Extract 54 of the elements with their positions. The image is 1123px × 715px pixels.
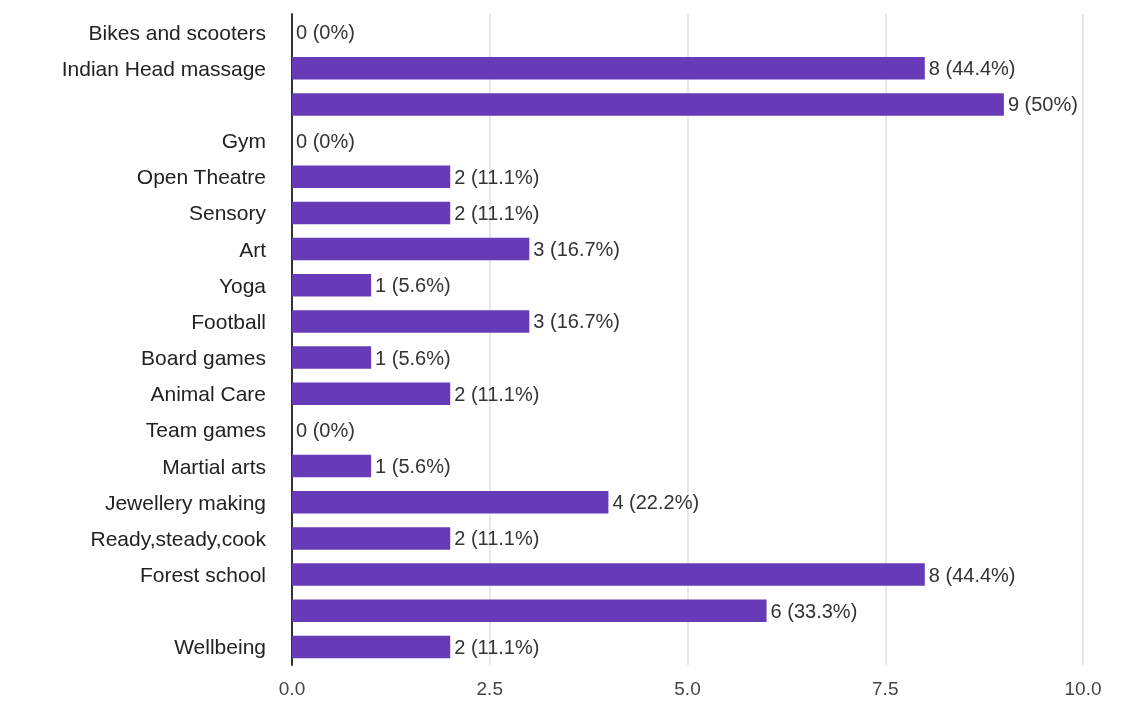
bar [292, 527, 451, 550]
x-tick-label: 7.5 [872, 678, 899, 699]
data-label: 2 (11.1%) [454, 635, 540, 658]
data-label: 2 (11.1%) [454, 201, 540, 224]
data-label: 9 (50%) [1007, 93, 1078, 116]
bar [292, 635, 451, 659]
y-tick-label: Martial arts [162, 454, 266, 478]
x-tick-label: 2.5 [476, 678, 503, 699]
bar [292, 599, 767, 622]
bar [292, 274, 372, 297]
data-label: 2 (11.1%) [454, 527, 540, 550]
y-tick-label: Art [239, 237, 267, 261]
data-label: 8 (44.4%) [928, 57, 1016, 80]
data-label: 3 (16.7%) [533, 310, 621, 333]
y-tick-label: Bikes and scooters [88, 20, 266, 44]
bar [292, 382, 451, 405]
y-tick-label: Gym [221, 129, 266, 153]
y-tick-label: Team games [145, 418, 266, 442]
y-tick-label: Indian Head massage [61, 56, 266, 80]
data-label: 0 (0%) [296, 418, 355, 441]
data-label: 1 (5.6%) [375, 455, 451, 478]
bar [292, 346, 372, 369]
bar [292, 237, 530, 261]
bar [292, 491, 609, 514]
data-label: 1 (5.6%) [375, 274, 451, 297]
data-label: 6 (33.3%) [770, 599, 858, 622]
bar [292, 454, 372, 478]
data-label: 1 (5.6%) [375, 346, 451, 369]
data-label: 8 (44.4%) [928, 563, 1016, 586]
bar [292, 201, 451, 225]
y-tick-label: Animal Care [150, 382, 266, 406]
y-tick-label: Yoga [218, 273, 267, 297]
x-tick-label: 5.0 [674, 678, 701, 699]
x-tick-label: 0.0 [278, 678, 306, 699]
data-label: 0 (0%) [296, 21, 355, 44]
y-tick-label: Jewellery making [104, 490, 266, 514]
y-tick-label: Wellbeing [174, 635, 266, 659]
data-label: 4 (22.2%) [612, 491, 700, 514]
y-tick-label: Sensory [188, 201, 267, 225]
y-tick-label: Open Theatre [136, 165, 266, 189]
y-tick-label: Forest school [139, 563, 266, 587]
data-label: 2 (11.1%) [454, 382, 540, 405]
bar [292, 310, 530, 333]
bar [292, 57, 925, 80]
bar [292, 93, 1004, 116]
bar [292, 165, 451, 188]
data-label: 3 (16.7%) [533, 238, 621, 261]
data-label: 0 (0%) [296, 129, 355, 152]
y-tick-label: Football [191, 309, 266, 333]
y-tick-label: Ready,steady,cook [90, 526, 267, 550]
x-tick-label: 10.0 [1064, 678, 1102, 699]
y-tick-label: Board games [141, 346, 266, 370]
data-label: 2 (11.1%) [454, 165, 540, 188]
bar [292, 563, 925, 586]
